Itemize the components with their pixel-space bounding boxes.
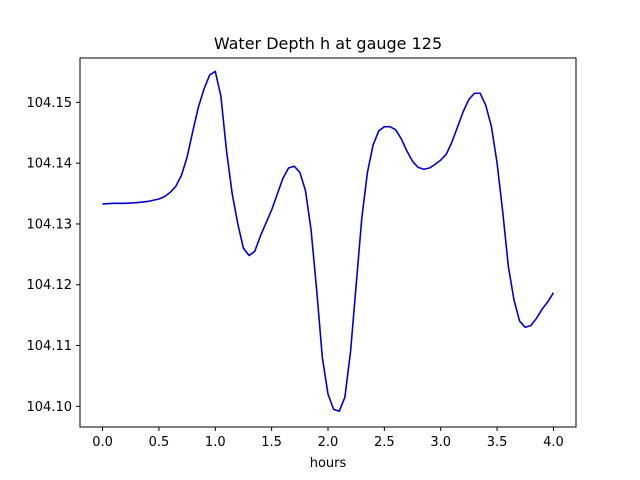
y-tick-label: 104.12 <box>27 278 73 293</box>
x-tick-label: 1.5 <box>261 435 282 450</box>
x-tick-label: 2.5 <box>374 435 395 450</box>
x-tick-label: 2.0 <box>318 435 339 450</box>
series-line-0 <box>102 70 555 412</box>
x-tick-label: 4.0 <box>543 435 564 450</box>
x-tick-label: 1.0 <box>205 435 226 450</box>
y-tick-label: 104.15 <box>27 96 73 111</box>
x-tick-label: 3.0 <box>430 435 451 450</box>
y-axis: 104.10 104.11 104.12 104.13 104.14 104.15 <box>27 96 80 415</box>
y-tick-label: 104.14 <box>27 157 73 172</box>
x-axis-label: hours <box>310 456 347 471</box>
y-tick-label: 104.13 <box>27 217 73 232</box>
plot-frame <box>79 57 577 428</box>
x-axis: 0.0 0.5 1.0 1.5 2.0 2.5 3.0 3.5 4.0 <box>92 427 564 450</box>
x-tick-label: 0.5 <box>149 435 170 450</box>
plot-area <box>102 70 555 412</box>
y-tick-label: 104.11 <box>27 339 73 354</box>
x-tick-label: 3.5 <box>487 435 508 450</box>
chart-title: Water Depth h at gauge 125 <box>214 34 442 53</box>
x-tick-label: 0.0 <box>92 435 113 450</box>
y-tick-label: 104.10 <box>27 400 73 415</box>
